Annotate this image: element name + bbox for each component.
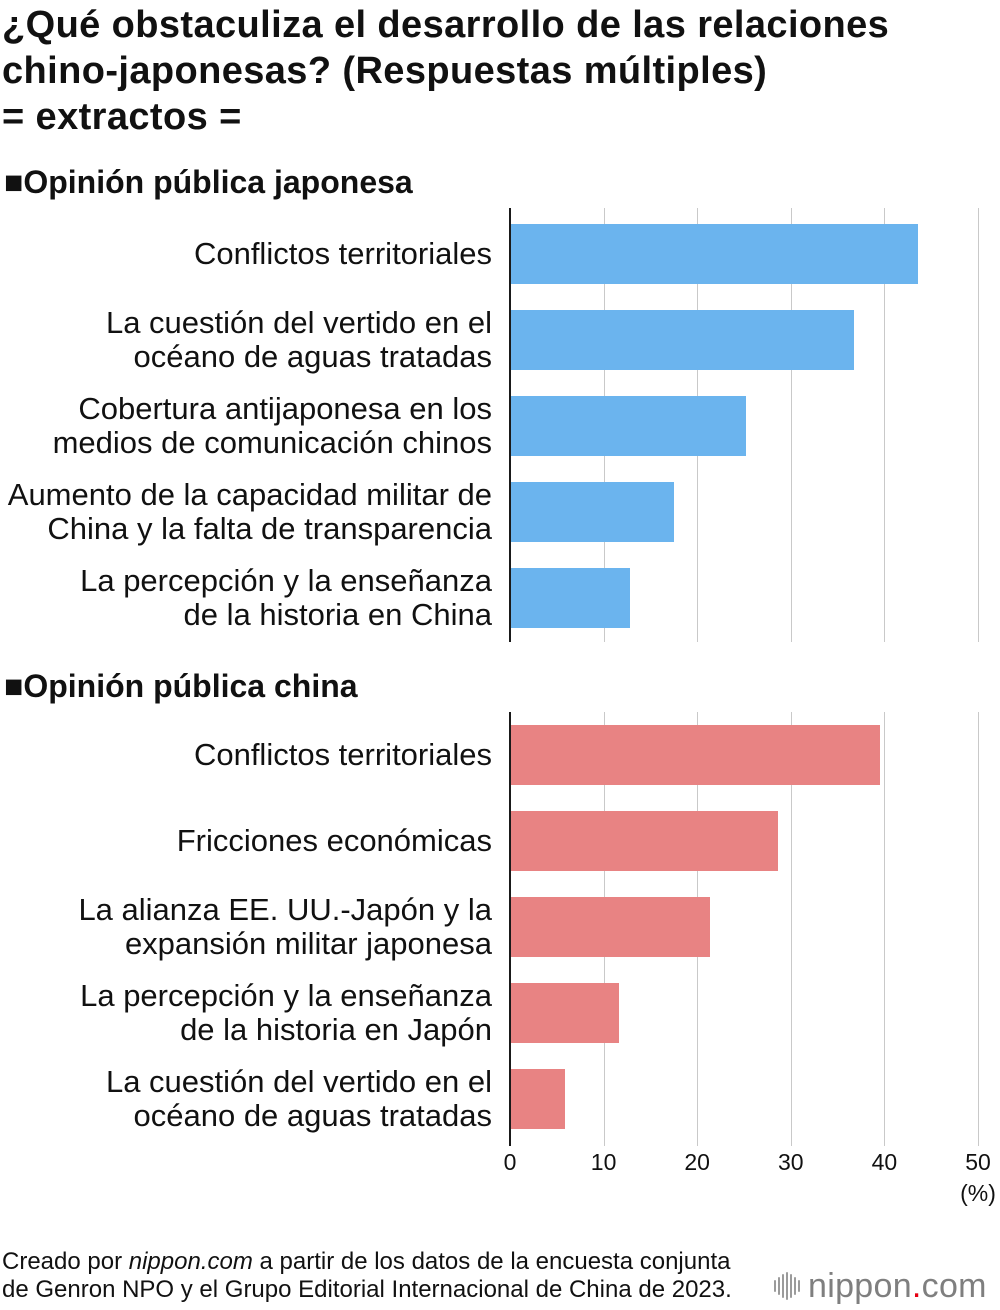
category-label: Cobertura antijaponesa en los medios de … xyxy=(0,392,492,460)
gridline-40 xyxy=(884,208,886,642)
x-tick-label: 50 xyxy=(965,1149,991,1175)
bar xyxy=(510,983,619,1043)
category-label-text: Fricciones económicas xyxy=(176,823,492,858)
bar xyxy=(510,396,746,456)
logo-tld: com xyxy=(921,1267,987,1305)
bar-chart-japanese-opinion: Conflictos territoriales La cuestión del … xyxy=(0,208,1000,642)
category-label: La cuestión del vertido en el océano de … xyxy=(0,1065,492,1133)
category-label: La percepción y la enseñanza de la histo… xyxy=(0,979,492,1047)
category-label-text: La cuestión del vertido en el océano de … xyxy=(105,305,492,374)
logo-name: nippon xyxy=(808,1267,912,1305)
bar xyxy=(510,482,674,542)
x-tick-label: 0 xyxy=(503,1149,517,1175)
footer-credit-suffix: a partir de los datos de la encuesta con… xyxy=(2,1248,732,1303)
bar xyxy=(510,811,778,871)
category-label-text: La percepción y la enseñanza de la histo… xyxy=(80,563,492,632)
y-axis-line xyxy=(509,712,511,1146)
nippon-com-logo: nippon.com xyxy=(772,1266,987,1306)
bar xyxy=(510,725,880,785)
category-label: La cuestión del vertido en el océano de … xyxy=(0,306,492,374)
x-tick-label: 30 xyxy=(778,1149,804,1175)
x-axis-unit: (%) xyxy=(960,1180,996,1206)
gridline-30 xyxy=(790,208,792,642)
category-label: La percepción y la enseñanza de la histo… xyxy=(0,564,492,632)
bar xyxy=(510,310,855,370)
category-label: Conflictos territoriales xyxy=(0,224,492,284)
x-tick-label: 40 xyxy=(871,1149,898,1175)
category-label: La alianza EE. UU.-Japón y la expansión … xyxy=(0,893,492,961)
section-heading-japanese-opinion: ■Opinión pública japonesa xyxy=(4,164,413,200)
logo-wordmark: nippon.com xyxy=(808,1266,987,1306)
category-label-text: Cobertura antijaponesa en los medios de … xyxy=(52,391,492,460)
category-label-text: Conflictos territoriales xyxy=(193,737,492,772)
bar-chart-chinese-opinion: Conflictos territoriales Fricciones econó… xyxy=(0,712,1000,1146)
bar xyxy=(510,568,630,628)
bar xyxy=(510,1069,566,1129)
page-title: ¿Qué obstaculiza el desarrollo de las re… xyxy=(2,4,890,138)
footer-credit: Creado por nippon.com a partir de los da… xyxy=(2,1248,732,1304)
category-label: Fricciones económicas xyxy=(0,811,492,871)
logo-dot: . xyxy=(911,1267,922,1305)
gridline-50 xyxy=(978,208,979,642)
footer-credit-source: nippon.com xyxy=(128,1248,253,1275)
category-label: Conflictos territoriales xyxy=(0,725,492,785)
category-label-text: La cuestión del vertido en el océano de … xyxy=(105,1064,492,1133)
gridline-50 xyxy=(978,712,979,1146)
y-axis-line xyxy=(509,208,511,642)
category-label-text: Conflictos territoriales xyxy=(193,236,492,271)
bar xyxy=(510,897,711,957)
logo-mark-icon xyxy=(774,1272,800,1300)
footer-credit-prefix: Creado por xyxy=(2,1248,129,1275)
category-label-text: La alianza EE. UU.-Japón y la expansión … xyxy=(78,892,492,961)
category-label-text: La percepción y la enseñanza de la histo… xyxy=(80,978,492,1047)
bar xyxy=(510,224,919,284)
gridline-40 xyxy=(884,712,886,1146)
gridline-30 xyxy=(790,712,792,1146)
x-axis-ticks: (%) 0 10 20 30 40 50 xyxy=(0,1148,1000,1208)
x-tick-label: 20 xyxy=(684,1149,710,1175)
x-tick-label: 10 xyxy=(590,1149,617,1175)
section-heading-chinese-opinion: ■Opinión pública china xyxy=(4,668,358,704)
category-label: Aumento de la capacidad militar de China… xyxy=(0,478,492,546)
category-label-text: Aumento de la capacidad militar de China… xyxy=(7,477,492,546)
